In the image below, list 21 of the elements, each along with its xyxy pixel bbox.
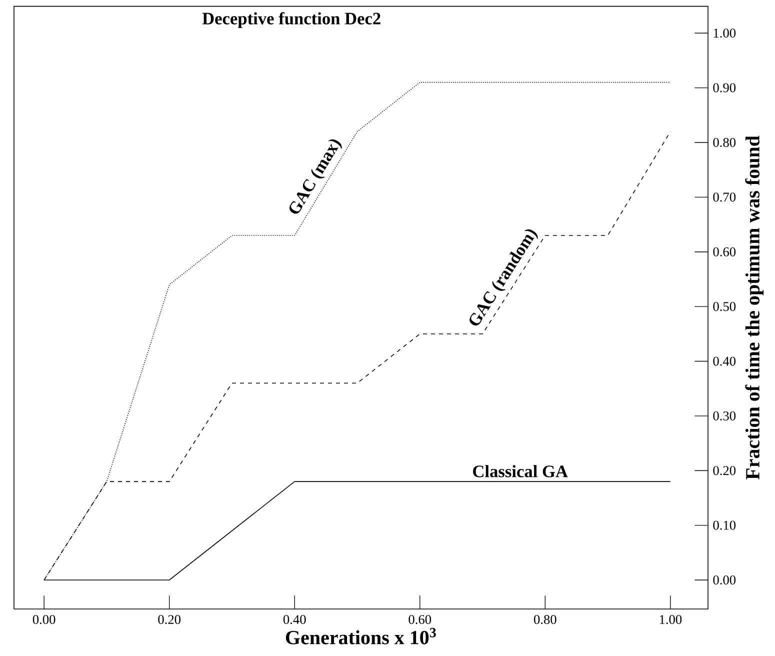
x-tick-label: 0.00	[32, 615, 56, 624]
y-tick-label: 0.60	[713, 247, 736, 256]
y-tick-label: 0.70	[713, 192, 736, 202]
series-label: Classical GA	[473, 465, 568, 478]
x-tick-label: 0.40	[283, 615, 306, 624]
y-tick-label: 0.80	[713, 138, 736, 148]
x-tick-label: 0.60	[408, 615, 432, 624]
x-tick-label: 0.80	[534, 615, 556, 624]
y-tick-label: 0.40	[713, 356, 736, 366]
y-tick-label: 0.30	[713, 411, 736, 420]
y-tick-label: 0.50	[713, 302, 736, 312]
y-tick-label: 0.90	[713, 83, 736, 92]
y-tick-label: 0.20	[713, 466, 736, 476]
y-tick-label: 0.00	[713, 575, 736, 585]
x-tick-label: 0.20	[158, 615, 181, 624]
x-axis-title: Generations x 10$^{3}$	[286, 628, 436, 644]
y-tick-label: 0.10	[713, 520, 736, 530]
y-tick-label: 1.00	[714, 28, 736, 38]
y-axis-title: Fraction of time the optimum was found	[745, 136, 764, 480]
chart-title: Deceptive function Dec2	[202, 12, 380, 28]
x-tick-label: 1.00	[660, 615, 682, 624]
